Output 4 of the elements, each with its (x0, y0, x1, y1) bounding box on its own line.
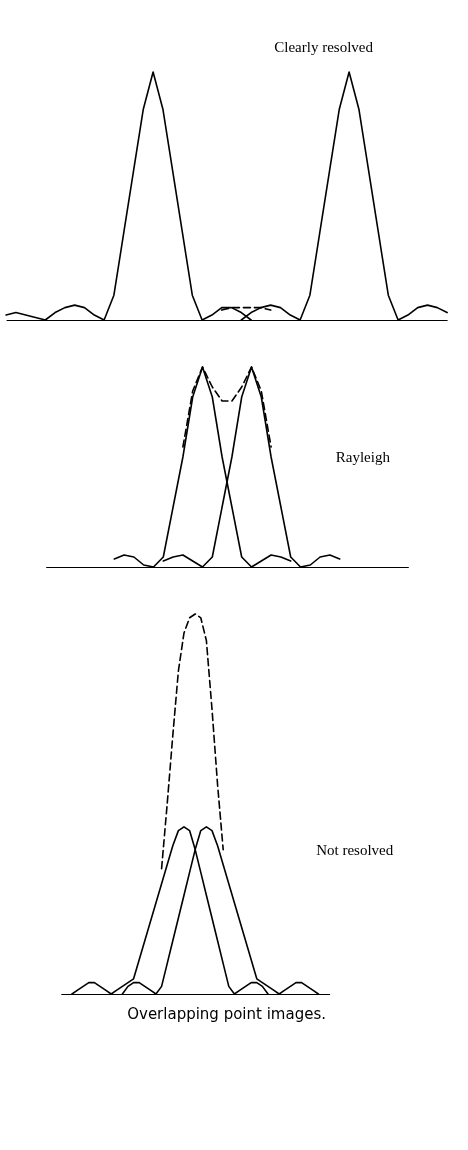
chart-title: Clearly resolved (274, 39, 374, 56)
text: Not resolved (316, 841, 394, 858)
text: Rayleigh (335, 449, 391, 465)
text: Overlapping point images. (127, 1004, 326, 1023)
